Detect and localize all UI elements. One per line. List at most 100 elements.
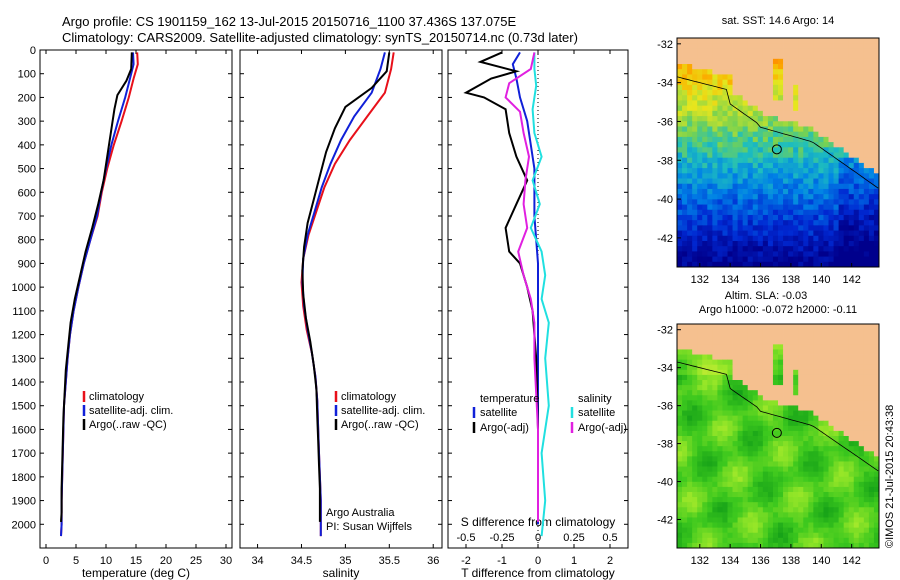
- map-cell: [692, 246, 698, 252]
- map-cell: [838, 436, 845, 442]
- map-cell: [833, 471, 839, 478]
- map-cell: [682, 225, 688, 231]
- map-cell: [873, 53, 880, 60]
- map-cell: [737, 131, 744, 138]
- map-cell: [762, 395, 769, 401]
- map-cell: [803, 354, 809, 361]
- map-cell: [682, 58, 688, 65]
- map-cell: [778, 364, 784, 371]
- map-cell: [767, 168, 774, 174]
- map-cell: [697, 162, 703, 169]
- map-cell: [712, 476, 718, 483]
- map-cell: [793, 344, 799, 350]
- map-cell: [757, 79, 764, 86]
- map-cell: [707, 339, 713, 345]
- map-cell: [712, 486, 718, 493]
- map-cell: [813, 209, 819, 216]
- map-cell: [737, 194, 744, 200]
- map-cell: [757, 410, 764, 417]
- map-cell: [742, 329, 749, 335]
- map-cell: [712, 344, 718, 350]
- map-cell: [687, 43, 693, 49]
- map-cell: [717, 261, 723, 268]
- map-cell: [702, 364, 708, 371]
- map-cell: [737, 209, 744, 216]
- map-cell: [697, 69, 703, 75]
- map-cell: [742, 95, 749, 101]
- map-cell: [858, 246, 865, 252]
- map-cell: [677, 380, 683, 386]
- map-cell: [727, 110, 733, 117]
- map-cell: [712, 64, 718, 70]
- map-cell: [737, 116, 744, 122]
- map-ytick-label: -38: [657, 155, 673, 167]
- map-cell: [722, 481, 728, 488]
- map-cell: [798, 74, 804, 81]
- map-cell: [717, 162, 723, 169]
- map-cell: [717, 230, 723, 237]
- map-cell: [793, 436, 799, 442]
- map-cell: [677, 522, 683, 529]
- map-cell: [752, 430, 759, 437]
- map-cell: [833, 512, 839, 518]
- map-cell: [742, 110, 749, 117]
- map-cell: [818, 220, 824, 226]
- map-cell: [783, 240, 789, 247]
- map-cell: [808, 147, 814, 153]
- map-cell: [833, 466, 839, 473]
- map-cell: [767, 420, 774, 427]
- depth-tick-label: 1800: [12, 472, 36, 484]
- map-cell: [682, 178, 688, 185]
- map-cell: [767, 38, 774, 44]
- map-cell: [778, 147, 784, 153]
- map-cell: [762, 246, 769, 252]
- map-cell: [853, 230, 860, 237]
- map-cell: [697, 95, 703, 101]
- map-cell: [752, 38, 759, 44]
- map-cell: [707, 334, 713, 340]
- map-cell: [858, 364, 865, 371]
- map-cell: [833, 48, 839, 55]
- map-cell: [697, 116, 703, 122]
- map-cell: [793, 364, 799, 371]
- map-cell: [737, 446, 744, 452]
- map-cell: [727, 492, 733, 498]
- map-cell: [788, 43, 794, 49]
- map-cell: [873, 542, 880, 549]
- map-cell: [833, 502, 839, 508]
- map-cell: [848, 69, 855, 75]
- map-cell: [843, 380, 850, 386]
- map-cell: [873, 131, 880, 138]
- map-cell: [692, 178, 698, 185]
- map-cell: [808, 105, 814, 112]
- difference-xtick-label: -2: [461, 555, 471, 567]
- map-cell: [677, 235, 683, 242]
- map-cell: [697, 84, 703, 91]
- map-cell: [737, 235, 744, 242]
- map-cell: [677, 100, 683, 107]
- map-cell: [873, 84, 880, 91]
- map-cell: [677, 214, 683, 221]
- map-cell: [863, 415, 870, 422]
- map-cell: [767, 532, 774, 539]
- map-cell: [732, 537, 738, 544]
- map-cell: [778, 136, 784, 143]
- map-cell: [843, 246, 850, 252]
- map-cell: [732, 471, 738, 478]
- map-cell: [858, 446, 865, 452]
- map-cell: [702, 116, 708, 122]
- map-cell: [712, 542, 718, 549]
- map-cell: [813, 451, 819, 457]
- map-cell: [707, 194, 713, 200]
- map-cell: [778, 246, 784, 252]
- map-cell: [808, 334, 814, 340]
- map-cell: [722, 395, 728, 401]
- map-cell: [778, 188, 784, 195]
- map-cell: [793, 425, 799, 432]
- map-cell: [692, 324, 698, 330]
- map-cell: [687, 364, 693, 371]
- map-cell: [712, 48, 718, 55]
- map-cell: [737, 251, 744, 257]
- map-cell: [803, 359, 809, 366]
- map-cell: [868, 74, 875, 81]
